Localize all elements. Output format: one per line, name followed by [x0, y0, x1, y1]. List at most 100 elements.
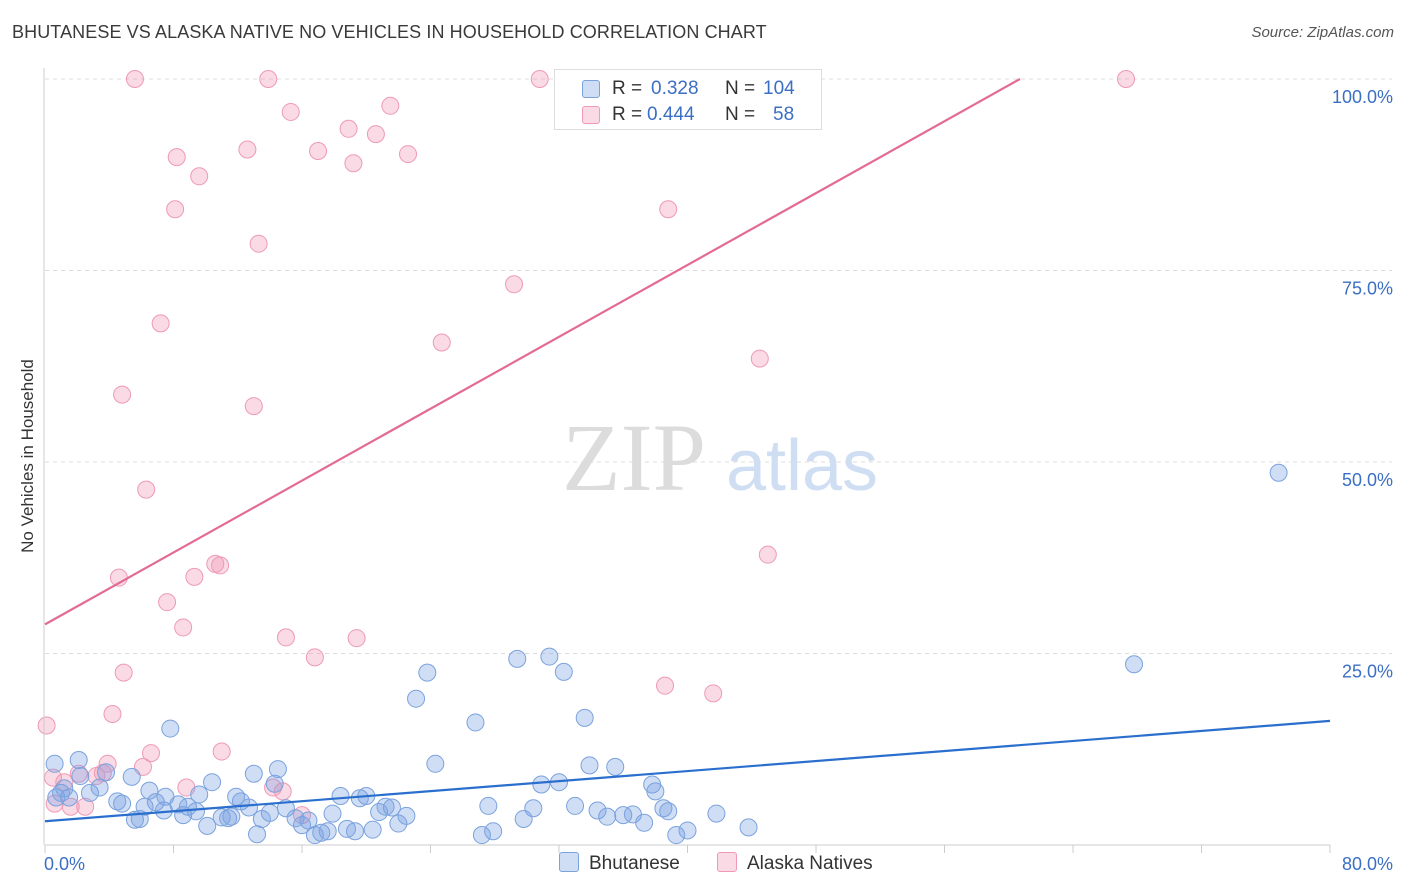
point-bhutanese	[382, 798, 401, 817]
point-bhutanese	[190, 785, 209, 804]
point-bhutanese	[122, 767, 141, 786]
point-bhutanese	[108, 792, 127, 811]
point-bhutanese	[161, 719, 180, 738]
point-alaska-natives	[76, 797, 95, 816]
point-bhutanese	[276, 799, 295, 818]
point-bhutanese	[466, 713, 485, 732]
y-tick-label: 25.0%	[1342, 662, 1393, 682]
point-alaska-natives	[758, 545, 777, 564]
point-alaska-natives	[305, 648, 324, 667]
legend-swatch-blue	[559, 852, 579, 872]
point-bhutanese	[588, 801, 607, 820]
point-alaska-natives	[238, 140, 257, 159]
point-alaska-natives	[167, 148, 186, 167]
point-alaska-natives	[137, 480, 156, 499]
point-bhutanese	[508, 649, 527, 668]
point-alaska-natives	[158, 593, 177, 612]
point-alaska-natives	[1117, 70, 1136, 88]
point-bhutanese	[654, 799, 673, 818]
point-bhutanese	[667, 826, 686, 845]
point-alaska-natives	[276, 628, 295, 647]
watermark-zip: ZIP	[562, 404, 706, 511]
point-alaska-natives	[659, 200, 678, 219]
point-bhutanese	[575, 708, 594, 727]
trend-line-alaska-natives	[44, 78, 1021, 626]
axes: 25.0% 50.0% 75.0% 100.0% 0.0% 80.0%	[43, 68, 1393, 874]
point-bhutanese	[203, 773, 222, 792]
point-bhutanese	[646, 782, 665, 801]
point-bhutanese	[1125, 655, 1144, 674]
point-alaska-natives	[259, 70, 278, 88]
point-bhutanese	[331, 786, 350, 805]
point-bhutanese	[186, 802, 205, 821]
point-bhutanese	[418, 663, 437, 682]
point-alaska-natives	[399, 145, 418, 164]
point-bhutanese	[554, 662, 573, 681]
point-bhutanese	[55, 779, 74, 798]
point-alaska-natives	[61, 797, 80, 816]
point-bhutanese	[635, 813, 654, 832]
stats-row-alaska-natives: R = 0.444 N = 58	[555, 102, 821, 130]
grid-lines	[45, 78, 1392, 654]
point-alaska-natives	[212, 742, 231, 761]
point-alaska-natives	[347, 629, 366, 648]
point-alaska-natives	[281, 102, 300, 121]
point-bhutanese	[1269, 463, 1288, 482]
point-bhutanese	[265, 774, 284, 793]
point-bhutanese	[580, 756, 599, 775]
point-bhutanese	[678, 821, 697, 840]
point-alaska-natives	[381, 96, 400, 115]
point-alaska-natives	[704, 684, 723, 703]
point-bhutanese	[472, 826, 491, 845]
point-bhutanese	[71, 767, 90, 786]
point-bhutanese	[60, 788, 79, 807]
point-bhutanese	[293, 816, 311, 835]
point-bhutanese	[346, 822, 365, 841]
point-bhutanese	[268, 760, 287, 779]
point-alaska-natives	[103, 705, 122, 724]
legend-label: Alaska Natives	[747, 853, 873, 874]
point-alaska-natives	[249, 234, 268, 253]
point-bhutanese	[323, 804, 342, 823]
point-bhutanese	[312, 823, 331, 842]
point-bhutanese	[90, 778, 109, 797]
legend-swatch-blue	[582, 80, 600, 98]
trend-lines	[44, 78, 1331, 823]
point-alaska-natives	[185, 567, 204, 586]
point-alaska-natives	[125, 70, 144, 88]
y-tick-label: 75.0%	[1342, 279, 1393, 299]
point-bhutanese	[376, 797, 395, 816]
point-bhutanese	[397, 806, 416, 825]
point-bhutanese	[69, 750, 88, 769]
point-bhutanese	[426, 754, 445, 773]
watermark-atlas: atlas	[726, 426, 878, 506]
series-bhutanese	[45, 463, 1288, 845]
legend-item-bhutanese[interactable]: Bhutanese	[559, 852, 680, 875]
legend-swatch-pink	[582, 106, 600, 124]
point-bhutanese	[407, 689, 426, 708]
point-alaska-natives	[133, 757, 152, 776]
chart-title: BHUTANESE VS ALASKA NATIVE NO VEHICLES I…	[12, 22, 767, 42]
legend-item-alaska-natives[interactable]: Alaska Natives	[717, 852, 873, 875]
point-alaska-natives	[244, 397, 263, 416]
n-label: N =	[725, 104, 756, 125]
point-alaska-natives	[142, 744, 161, 763]
point-alaska-natives	[174, 618, 193, 637]
point-bhutanese	[479, 796, 498, 815]
point-alaska-natives	[339, 119, 358, 138]
r-value: 0.328	[651, 78, 699, 99]
y-tick-label: 50.0%	[1342, 470, 1393, 490]
point-alaska-natives	[309, 142, 328, 161]
point-bhutanese	[363, 820, 382, 839]
point-bhutanese	[222, 807, 241, 826]
point-alaska-natives	[151, 314, 170, 333]
point-alaska-natives	[432, 333, 451, 352]
point-bhutanese	[212, 808, 231, 827]
source-label: Source: ZipAtlas.com	[1251, 24, 1394, 41]
n-label: N =	[725, 78, 756, 99]
point-bhutanese	[198, 816, 217, 835]
point-bhutanese	[318, 822, 337, 841]
point-bhutanese	[659, 802, 678, 821]
point-alaska-natives	[344, 154, 363, 173]
